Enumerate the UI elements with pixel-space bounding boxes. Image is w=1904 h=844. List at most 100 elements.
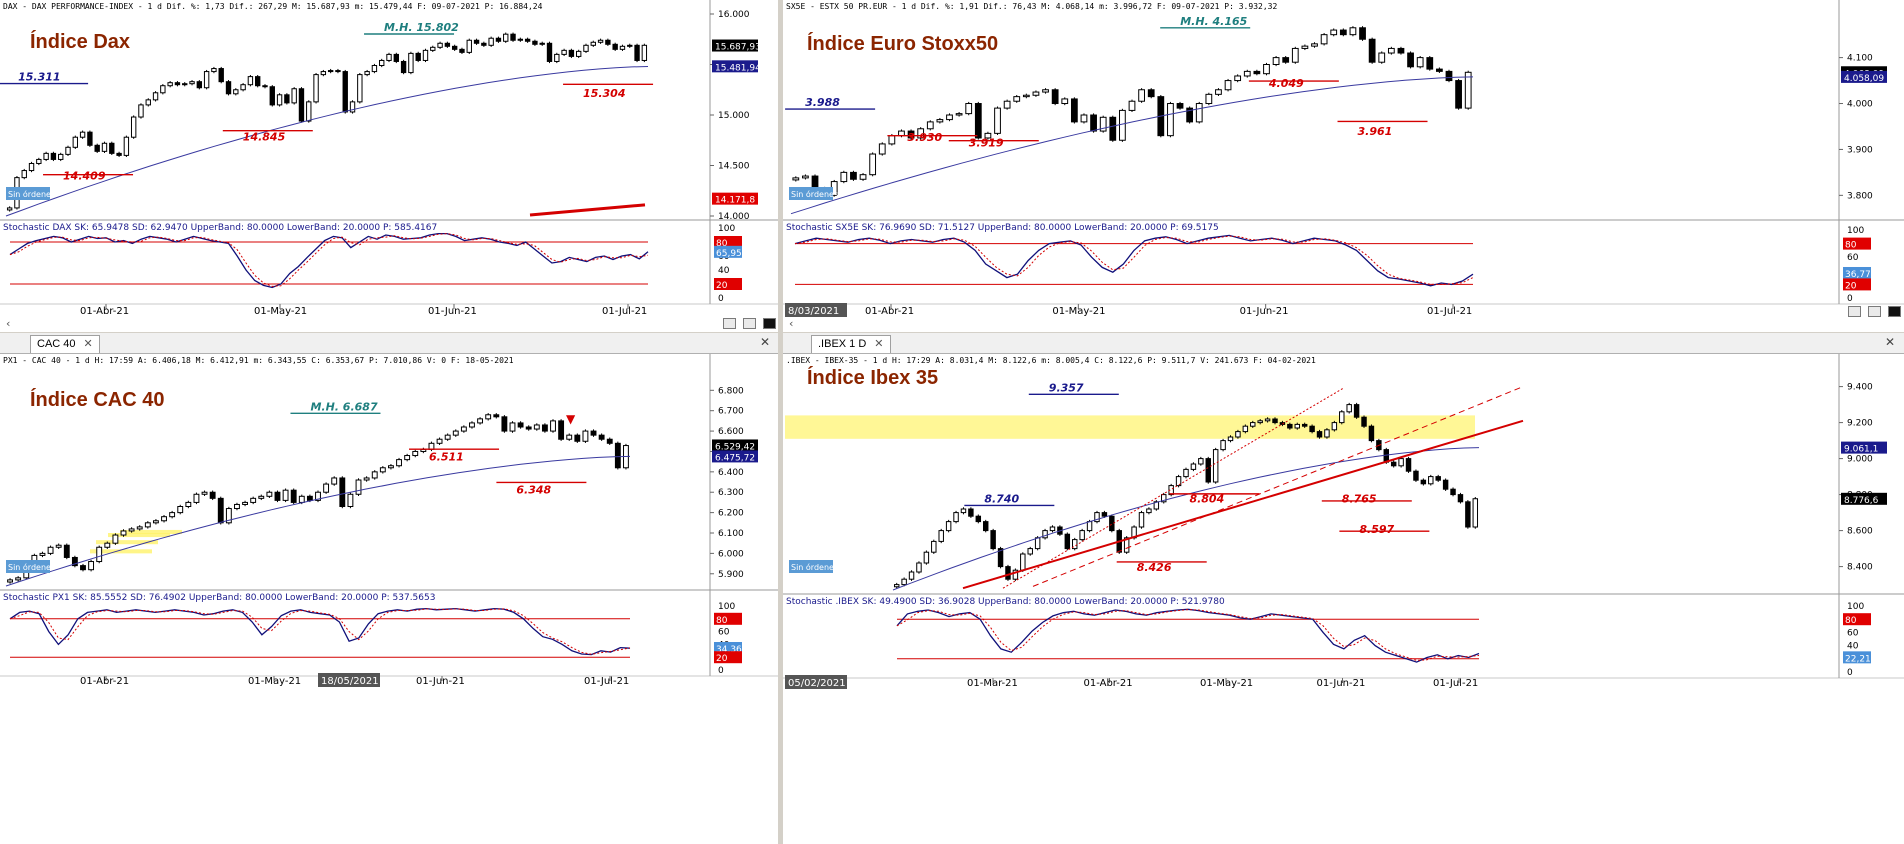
toolbar-icon-2[interactable] [1868, 306, 1881, 317]
candle-body [320, 71, 327, 76]
stochastic-box-bg [1843, 651, 1871, 664]
date-label: 01-May-21 [254, 306, 307, 317]
candle-body [840, 171, 848, 183]
toolbar-icon-3[interactable] [763, 318, 776, 329]
candle-body [327, 70, 334, 73]
stochastic-box-bg [714, 236, 742, 248]
candle-body [167, 82, 173, 87]
tab-ibex[interactable]: .IBEX 1 D ✕ [811, 335, 891, 353]
price-tick-label: 4.000 [1847, 100, 1873, 110]
candle-body [916, 562, 922, 573]
price-box: 9.061,1 [1844, 445, 1878, 455]
candle-body [485, 414, 492, 420]
candle-body [466, 39, 472, 53]
candle-body [566, 434, 573, 440]
level-label: 3.988 [805, 96, 840, 109]
candle-body [339, 477, 346, 508]
close-icon[interactable]: ✕ [759, 335, 771, 349]
candle-body [291, 88, 297, 104]
price-box-bg [712, 450, 758, 463]
candle-body [87, 131, 93, 146]
candle-body [501, 416, 508, 432]
candle-body [63, 544, 70, 558]
candle-body [371, 65, 378, 73]
candle-body [1235, 431, 1241, 438]
toolbar-icon-3[interactable] [1888, 306, 1901, 317]
candle-body [1405, 458, 1412, 472]
candle-body [355, 479, 362, 495]
candle-body [276, 94, 283, 106]
candle-body [1176, 103, 1184, 109]
trendline-dotted [1002, 387, 1344, 589]
close-tab-icon[interactable]: ✕ [83, 338, 93, 350]
candle-body [298, 495, 305, 503]
tab-cac40[interactable]: CAC 40 ✕ [30, 335, 100, 353]
date-label: 01-Jul-21 [602, 306, 647, 317]
toolbar-icon-1[interactable] [723, 318, 736, 329]
candle-body [400, 60, 407, 74]
candle-body [262, 85, 268, 88]
candle-body [323, 483, 330, 493]
candle-body [306, 495, 313, 501]
candle-body [968, 508, 974, 517]
candle-body [1205, 458, 1211, 483]
candle-body [6, 207, 13, 211]
candle-body [614, 442, 621, 469]
candle-body [1346, 404, 1352, 413]
candle-body [1316, 431, 1323, 438]
price-tick-label: 6.700 [718, 407, 744, 417]
orders-badge-bg [6, 187, 50, 200]
candle-body [161, 516, 167, 522]
close-icon[interactable]: ✕ [1884, 335, 1896, 349]
support-zone [120, 529, 182, 535]
date-label: 01-May-21 [1200, 678, 1253, 689]
candle-body [583, 44, 589, 52]
price-tick-label: 6.000 [718, 549, 744, 559]
tabbar-cac: CAC 40 ✕ ✕ [0, 333, 778, 354]
scroll-left-arrow[interactable]: ‹ [6, 317, 11, 330]
candle-body [1413, 470, 1419, 481]
price-tick-label: 16.000 [718, 10, 750, 20]
candle-body [1416, 57, 1424, 68]
candle-body [605, 39, 611, 45]
candle-body [1128, 100, 1136, 111]
level-label: 8.426 [1137, 561, 1172, 574]
candle-body [481, 42, 487, 46]
close-tab-icon[interactable]: ✕ [874, 338, 884, 350]
price-tick-label: 6.600 [718, 427, 744, 437]
toolbar-icon-1[interactable] [1848, 306, 1861, 317]
candle-body [160, 85, 166, 94]
chart-header: DAX - DAX PERFORMANCE-INDEX - 1 d Dif. %… [3, 2, 543, 11]
candle-body [1320, 34, 1328, 45]
candle-body [525, 426, 532, 430]
candle-body [39, 552, 46, 556]
candle-body [619, 45, 626, 50]
stochastic-tick-label: 60 [1847, 253, 1859, 263]
date-label: 01-Jun-21 [1240, 306, 1289, 317]
candle-body [1109, 515, 1115, 532]
candle-body [1242, 425, 1249, 433]
candle-body [1359, 27, 1366, 40]
moving-average-line [5, 66, 649, 217]
candle-body [1435, 68, 1443, 72]
candle-body [1224, 80, 1232, 91]
stochastic-box-bg [714, 245, 742, 258]
price-tick-label: 8.400 [1847, 563, 1873, 573]
header-bar [0, 0, 778, 12]
candle-body [274, 491, 281, 501]
candle-body [1042, 530, 1048, 539]
candle-body [313, 74, 319, 103]
toolbar-icon-2[interactable] [743, 318, 756, 329]
stochastic-box-bg [714, 642, 742, 655]
candle-body [1450, 488, 1456, 496]
candle-body [946, 114, 953, 121]
candle-body [422, 49, 429, 61]
chart-sx5e: SX5E - ESTX 50 PR.EUR - 1 d Dif. %: 1,91… [783, 0, 1904, 317]
candle-body [975, 515, 982, 523]
candle-body [984, 132, 992, 139]
candle-body [1032, 91, 1040, 96]
candle-body [1324, 429, 1330, 438]
scroll-left-arrow[interactable]: ‹ [789, 317, 794, 330]
candle-body [152, 92, 159, 101]
candle-body [1353, 404, 1360, 418]
